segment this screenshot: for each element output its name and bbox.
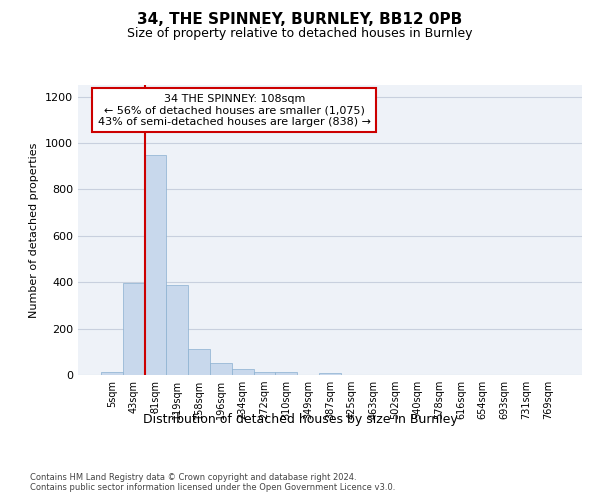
Bar: [123, 284, 145, 375]
Bar: [275, 372, 297, 375]
Text: Size of property relative to detached houses in Burnley: Size of property relative to detached ho…: [127, 28, 473, 40]
Text: Contains HM Land Registry data © Crown copyright and database right 2024.: Contains HM Land Registry data © Crown c…: [30, 472, 356, 482]
Text: 34, THE SPINNEY, BURNLEY, BB12 0PB: 34, THE SPINNEY, BURNLEY, BB12 0PB: [137, 12, 463, 28]
Y-axis label: Number of detached properties: Number of detached properties: [29, 142, 40, 318]
Bar: [319, 372, 341, 375]
Bar: [188, 350, 210, 375]
Text: Contains public sector information licensed under the Open Government Licence v3: Contains public sector information licen…: [30, 482, 395, 492]
Bar: [232, 369, 254, 375]
Text: Distribution of detached houses by size in Burnley: Distribution of detached houses by size …: [143, 412, 457, 426]
Bar: [254, 372, 275, 375]
Bar: [210, 363, 232, 375]
Bar: [101, 372, 123, 375]
Text: 34 THE SPINNEY: 108sqm
← 56% of detached houses are smaller (1,075)
43% of semi-: 34 THE SPINNEY: 108sqm ← 56% of detached…: [98, 94, 371, 127]
Bar: [166, 284, 188, 375]
Bar: [145, 154, 166, 375]
